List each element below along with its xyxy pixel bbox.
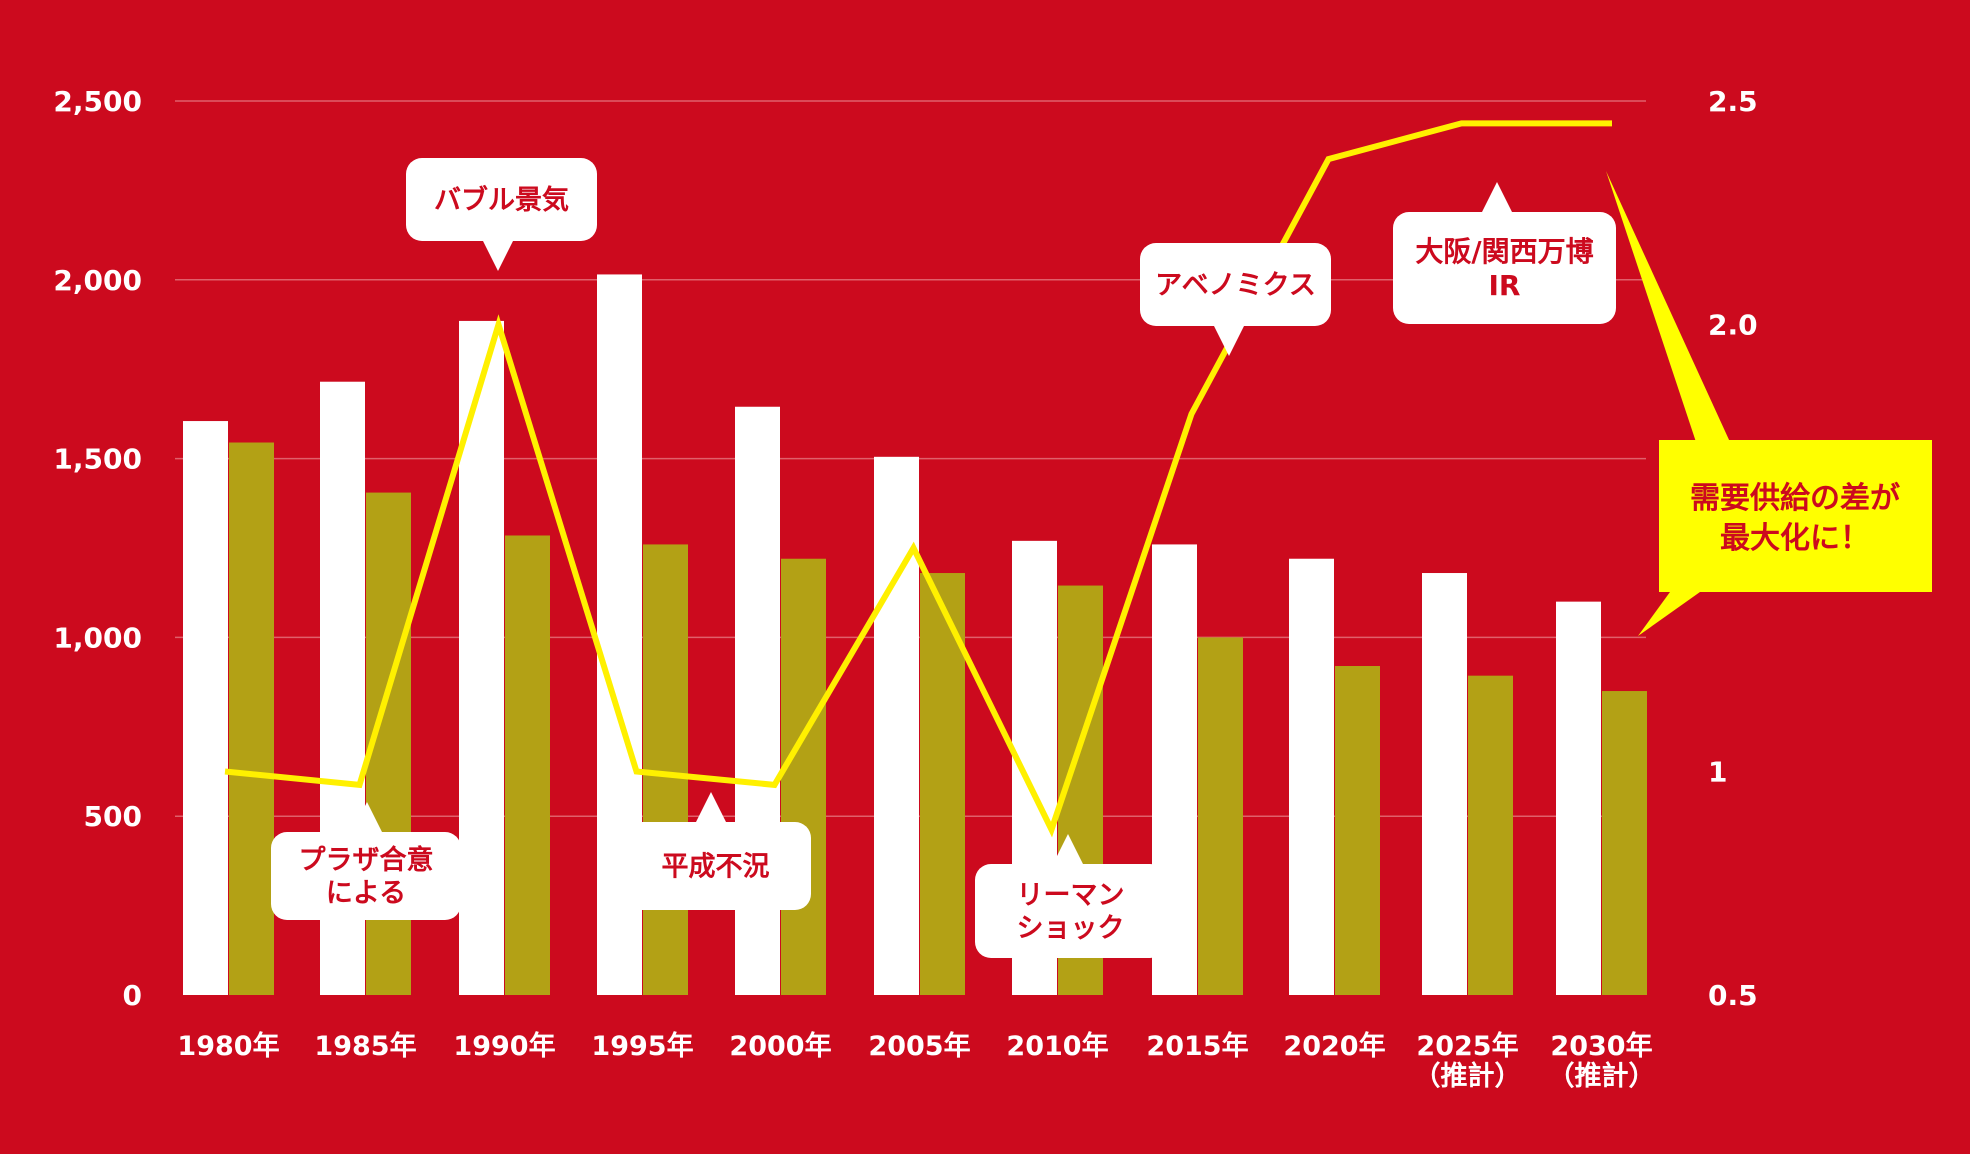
bar-series-2 — [643, 544, 688, 995]
y-left-tick-label: 2,500 — [53, 85, 142, 118]
callout-text: による — [326, 878, 406, 909]
highlight-text: 需要供給の差が — [1690, 481, 1900, 516]
y-left-tick-label: 1,500 — [53, 443, 142, 476]
y-right-tick-label: 0.5 — [1708, 979, 1758, 1012]
y-right-tick-label: 1 — [1708, 756, 1727, 789]
callout-text: ショック — [1017, 913, 1125, 944]
bar-series-1 — [1289, 559, 1334, 995]
y-left-tick-label: 2,000 — [53, 264, 142, 297]
x-tick-label: 2030年 — [1550, 1030, 1652, 1062]
x-tick-label: 1990年 — [453, 1030, 555, 1062]
bar-series-2 — [781, 559, 826, 995]
highlight-box — [1659, 440, 1932, 592]
bar-series-1 — [1556, 602, 1601, 995]
x-tick-label: 2010年 — [1006, 1030, 1108, 1062]
y-left-tick-label: 1,000 — [53, 621, 142, 654]
y-left-tick-label: 0 — [123, 979, 142, 1012]
callout-text: プラザ合意 — [299, 844, 434, 876]
highlight-text: 最大化に！ — [1720, 521, 1870, 556]
callout-text: 平成不況 — [662, 852, 770, 883]
bar-series-1 — [874, 457, 919, 995]
x-tick-label: 2025年 — [1416, 1030, 1518, 1062]
x-tick-label: 2015年 — [1146, 1030, 1248, 1062]
x-tick-label: （推計） — [1414, 1060, 1522, 1092]
bar-series-2 — [1468, 676, 1513, 995]
callout-text: IR — [1489, 269, 1521, 302]
callout-text: リーマン — [1017, 880, 1125, 911]
x-tick-label: 1995年 — [591, 1030, 693, 1062]
x-tick-label: 2005年 — [868, 1030, 970, 1062]
bar-series-2 — [1602, 691, 1647, 995]
bar-series-1 — [183, 421, 228, 995]
callout-text: バブル景気 — [434, 184, 569, 216]
bar-series-1 — [459, 321, 504, 995]
x-tick-label: 2020年 — [1283, 1030, 1385, 1062]
callout-text: 大阪/関西万博 — [1415, 235, 1593, 268]
bar-series-2 — [229, 443, 274, 995]
x-tick-label: 2000年 — [729, 1030, 831, 1062]
bar-series-1 — [1422, 573, 1467, 995]
x-tick-label: 1985年 — [314, 1030, 416, 1062]
y-right-tick-label: 2.0 — [1708, 309, 1758, 342]
y-right-tick-label: 2.5 — [1708, 85, 1758, 118]
bar-series-2 — [505, 535, 550, 995]
bar-series-2 — [1335, 666, 1380, 995]
x-tick-label: 1980年 — [177, 1030, 279, 1062]
x-tick-label: （推計） — [1548, 1060, 1656, 1092]
y-left-tick-label: 500 — [84, 800, 142, 833]
bar-series-2 — [1198, 637, 1243, 995]
callout-text: アベノミクス — [1155, 270, 1316, 301]
